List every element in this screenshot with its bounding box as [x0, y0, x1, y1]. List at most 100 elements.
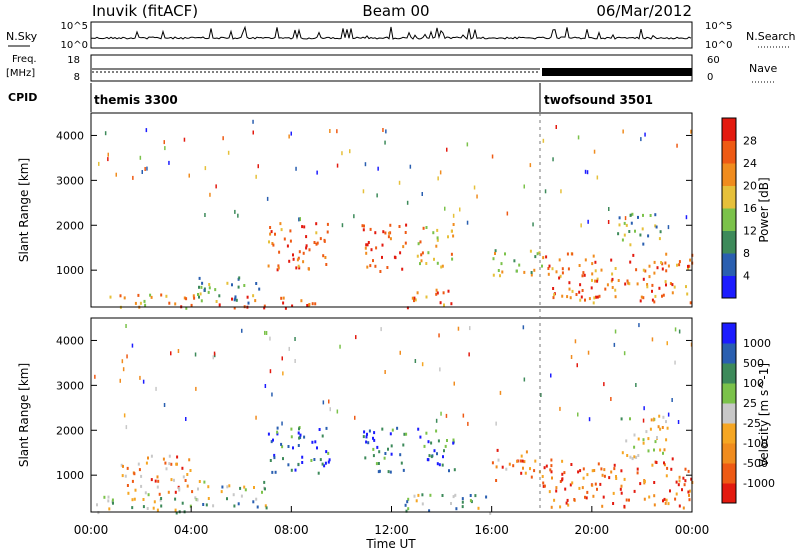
heatmap-cell [446, 439, 448, 442]
heatmap-cell [387, 470, 390, 474]
heatmap-cell [437, 439, 440, 443]
heatmap-cell [425, 262, 428, 265]
heatmap-cell [633, 455, 636, 459]
heatmap-cell [618, 216, 621, 220]
y-tick-label: 3000 [56, 174, 84, 187]
heatmap-cell [302, 251, 305, 255]
heatmap-cell [372, 259, 374, 263]
heatmap-cell [686, 292, 689, 296]
heatmap-cell [178, 488, 181, 492]
heatmap-cell [644, 132, 646, 137]
heatmap-cell [452, 223, 455, 226]
heatmap-cell [447, 235, 449, 239]
heatmap-cell [268, 240, 270, 244]
heatmap-cell [298, 250, 301, 254]
heatmap-cell [328, 458, 331, 462]
heatmap-cell [133, 472, 136, 476]
heatmap-cell [193, 296, 196, 300]
colorbar-tick-label: -500 [743, 457, 768, 470]
heatmap-cell [541, 475, 544, 478]
heatmap-cell [321, 462, 324, 466]
heatmap-cell [234, 209, 236, 214]
colorbar-segment [722, 208, 736, 231]
heatmap-cell [594, 269, 597, 273]
heatmap-cell [436, 236, 439, 240]
heatmap-cell [649, 214, 652, 217]
heatmap-cell [593, 149, 596, 154]
heatmap-cell [436, 238, 439, 242]
heatmap-cell [218, 303, 221, 307]
heatmap-cell [561, 459, 564, 463]
heatmap-cell [322, 400, 325, 405]
colorbar-segment [722, 163, 736, 186]
heatmap-cell [674, 360, 676, 365]
cpid-program-2: twofsound 3501 [544, 93, 653, 107]
heatmap-cell [384, 231, 387, 235]
heatmap-cell [301, 225, 304, 229]
heatmap-cell [168, 454, 171, 458]
heatmap-cell [566, 498, 569, 502]
heatmap-cell [131, 498, 134, 502]
heatmap-cell [520, 454, 523, 458]
heatmap-cell [199, 292, 202, 296]
heatmap-cell [671, 398, 673, 402]
heatmap-cell [688, 493, 690, 497]
heatmap-cell [281, 421, 283, 426]
heatmap-cell [584, 169, 587, 174]
heatmap-cell [383, 456, 386, 460]
heatmap-cell [387, 447, 389, 451]
heatmap-cell [254, 299, 257, 303]
heatmap-cell [402, 468, 405, 472]
heatmap-cell [656, 266, 659, 270]
heatmap-cell [542, 484, 545, 488]
heatmap-cell [276, 268, 279, 272]
heatmap-cell [328, 399, 330, 404]
y-tick-label: 1000 [56, 469, 84, 482]
heatmap-cell [324, 256, 327, 259]
heatmap-cell [414, 359, 417, 363]
heatmap-cell [381, 427, 384, 431]
heatmap-cell [399, 251, 402, 255]
heatmap-cell [143, 299, 146, 303]
heatmap-cell [324, 461, 327, 465]
heatmap-cell [645, 430, 648, 434]
heatmap-cell [651, 289, 653, 293]
heatmap-cell [436, 228, 439, 232]
power-heatmap-cells [98, 119, 694, 310]
x-tick-label: 16:00 [474, 523, 509, 537]
cpid-program-1: themis 3300 [94, 93, 178, 107]
heatmap-cell [661, 294, 663, 298]
heatmap-cell [444, 444, 447, 448]
heatmap-cell [163, 140, 165, 145]
heatmap-cell [677, 420, 680, 424]
heatmap-cell [654, 213, 657, 217]
heatmap-cell [200, 299, 203, 303]
heatmap-cell [663, 497, 666, 501]
heatmap-cell [288, 346, 290, 351]
heatmap-cell [271, 242, 274, 245]
heatmap-cell [417, 493, 420, 497]
heatmap-cell [213, 351, 216, 356]
heatmap-cell [182, 475, 185, 479]
heatmap-cell [555, 270, 558, 274]
colorbar-tick-label: 100 [743, 377, 764, 390]
heatmap-cell [174, 497, 177, 501]
heatmap-cell [550, 505, 553, 509]
heatmap-cell [326, 222, 329, 226]
heatmap-cell [294, 468, 297, 472]
heatmap-cell [684, 479, 687, 483]
heatmap-cell [592, 254, 595, 258]
heatmap-cell [156, 475, 159, 479]
heatmap-cell [623, 221, 626, 225]
heatmap-cell [377, 470, 380, 474]
x-tick-label: 04:00 [174, 523, 209, 537]
heatmap-cell [280, 228, 283, 232]
heatmap-cell [233, 298, 236, 302]
colorbar-segment [722, 483, 736, 504]
heatmap-cell [559, 505, 562, 509]
heatmap-cell [635, 455, 638, 459]
heatmap-cell [610, 258, 613, 262]
heatmap-cell [615, 475, 617, 478]
heatmap-cell [269, 232, 272, 236]
